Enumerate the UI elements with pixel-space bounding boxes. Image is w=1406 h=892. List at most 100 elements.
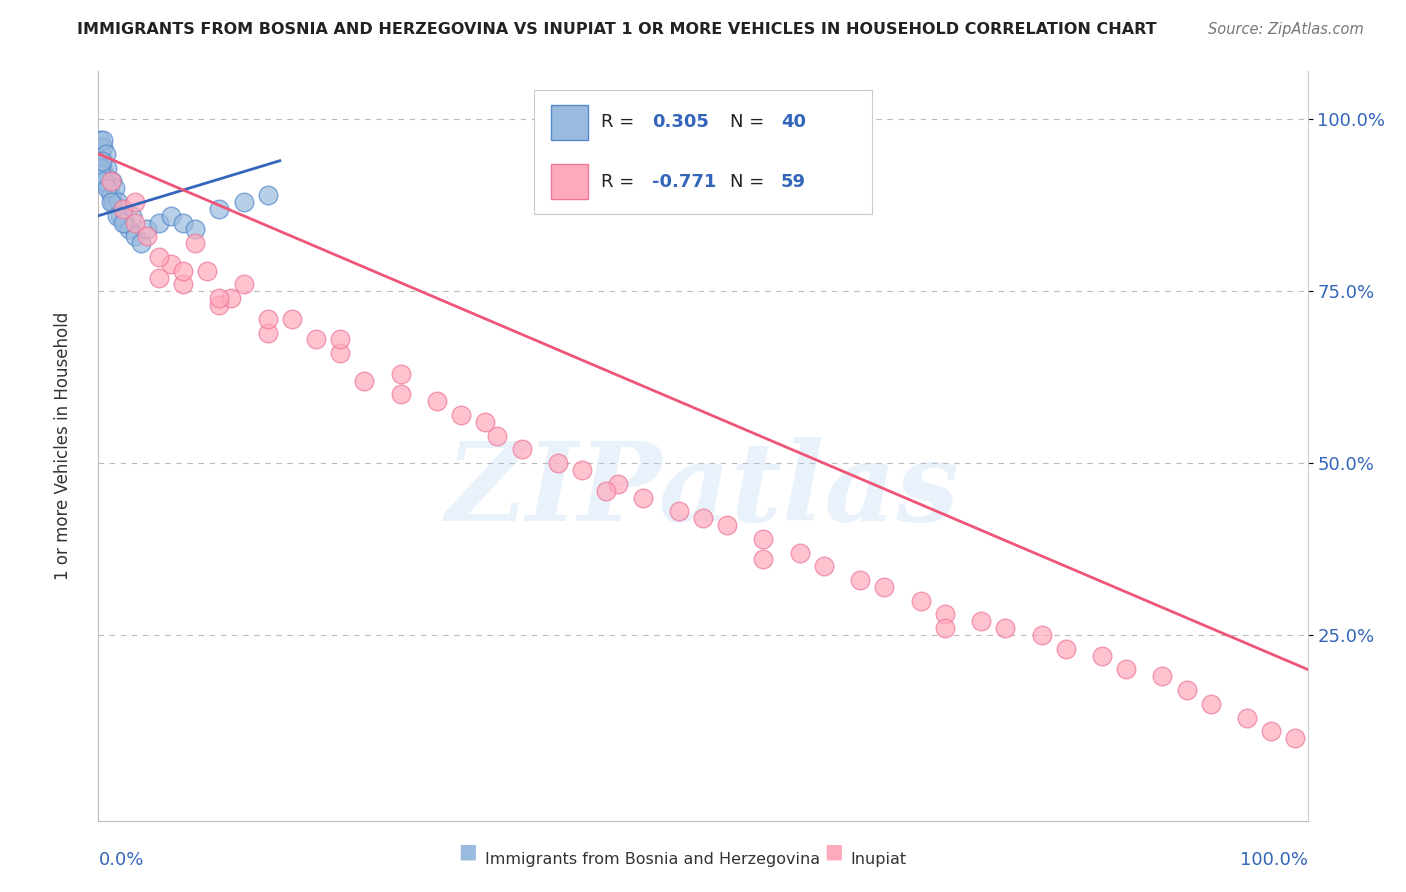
Point [849, 573, 872, 587]
Point [100, 174, 122, 188]
Point [89, 140, 111, 154]
Point [114, 216, 136, 230]
Point [101, 194, 124, 209]
Point [91, 161, 114, 175]
Text: ▪: ▪ [457, 838, 478, 867]
Point [100, 194, 122, 209]
Point [571, 463, 593, 477]
Text: 100.0%: 100.0% [1240, 851, 1308, 869]
Point [256, 311, 278, 326]
Point [934, 621, 956, 635]
Point [121, 209, 143, 223]
Point [873, 580, 896, 594]
Point [281, 311, 304, 326]
Point [129, 236, 152, 251]
Text: IMMIGRANTS FROM BOSNIA AND HERZEGOVINA VS INUPIAT 1 OR MORE VEHICLES IN HOUSEHOL: IMMIGRANTS FROM BOSNIA AND HERZEGOVINA V… [77, 22, 1157, 37]
Text: 0.0%: 0.0% [98, 851, 143, 869]
Point [195, 263, 218, 277]
Point [353, 374, 375, 388]
Point [104, 181, 127, 195]
Point [94, 146, 117, 161]
Text: Source: ZipAtlas.com: Source: ZipAtlas.com [1208, 22, 1364, 37]
Point [1152, 669, 1174, 683]
Point [692, 511, 714, 525]
Point [1054, 641, 1077, 656]
Point [934, 607, 956, 622]
Point [1284, 731, 1306, 746]
Point [994, 621, 1017, 635]
Point [510, 442, 533, 457]
Point [221, 291, 243, 305]
Point [184, 236, 207, 251]
Point [450, 408, 472, 422]
Point [172, 263, 194, 277]
Text: ZIPatlas: ZIPatlas [446, 437, 960, 545]
Point [547, 456, 569, 470]
Point [426, 394, 449, 409]
Point [631, 491, 654, 505]
Point [124, 216, 146, 230]
Point [208, 202, 231, 216]
Point [1199, 697, 1222, 711]
Point [148, 270, 170, 285]
Point [329, 333, 352, 347]
Point [1091, 648, 1114, 663]
Point [100, 188, 122, 202]
Point [752, 552, 775, 566]
Point [124, 194, 146, 209]
Point [208, 291, 231, 305]
Point [105, 209, 128, 223]
Point [90, 168, 112, 182]
Point [910, 593, 932, 607]
Point [96, 181, 118, 195]
Point [1115, 662, 1137, 676]
Point [93, 168, 115, 182]
Point [256, 188, 278, 202]
Point [111, 216, 134, 230]
Point [91, 133, 114, 147]
Point [389, 387, 412, 401]
Point [111, 202, 134, 216]
Point [90, 146, 112, 161]
Point [595, 483, 617, 498]
Point [752, 532, 775, 546]
Point [813, 559, 835, 574]
Point [97, 174, 120, 188]
Text: ▪: ▪ [823, 838, 844, 867]
Point [256, 326, 278, 340]
Point [329, 346, 352, 360]
Point [160, 257, 183, 271]
Point [96, 161, 118, 175]
Point [107, 194, 129, 209]
Point [93, 174, 115, 188]
Point [100, 174, 122, 188]
Point [208, 298, 231, 312]
Point [970, 615, 993, 629]
Point [172, 216, 194, 230]
Point [89, 133, 111, 147]
Point [90, 153, 112, 168]
Point [1175, 683, 1198, 698]
Point [474, 415, 496, 429]
Point [148, 216, 170, 230]
Point [111, 202, 134, 216]
Point [172, 277, 194, 292]
Text: Immigrants from Bosnia and Herzegovina: Immigrants from Bosnia and Herzegovina [485, 852, 820, 867]
Point [135, 229, 157, 244]
Point [91, 153, 114, 168]
Point [716, 518, 738, 533]
Point [118, 222, 141, 236]
Text: 1 or more Vehicles in Household: 1 or more Vehicles in Household [55, 312, 72, 580]
Text: Inupiat: Inupiat [851, 852, 907, 867]
Point [486, 428, 509, 442]
Point [232, 194, 254, 209]
Point [108, 209, 131, 223]
Point [184, 222, 207, 236]
Point [135, 222, 157, 236]
Point [98, 181, 121, 195]
Point [232, 277, 254, 292]
Point [1031, 628, 1053, 642]
Point [89, 161, 111, 175]
Point [160, 209, 183, 223]
Point [389, 367, 412, 381]
